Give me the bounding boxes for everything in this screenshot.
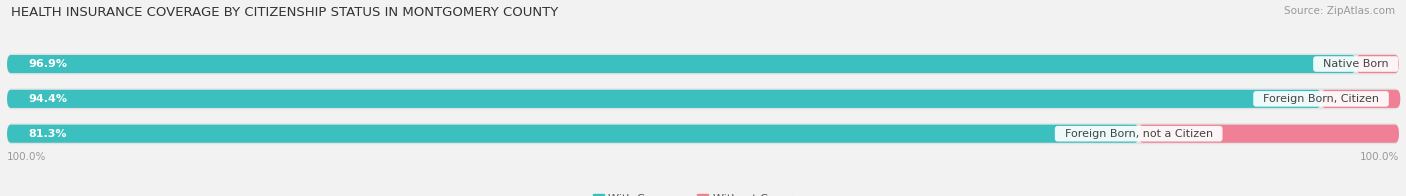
- Text: 96.9%: 96.9%: [28, 59, 67, 69]
- Text: Source: ZipAtlas.com: Source: ZipAtlas.com: [1284, 6, 1395, 16]
- FancyBboxPatch shape: [7, 54, 1399, 74]
- FancyBboxPatch shape: [1322, 90, 1400, 108]
- FancyBboxPatch shape: [7, 55, 1355, 73]
- Text: 100.0%: 100.0%: [1360, 152, 1399, 162]
- FancyBboxPatch shape: [7, 123, 1399, 144]
- Text: HEALTH INSURANCE COVERAGE BY CITIZENSHIP STATUS IN MONTGOMERY COUNTY: HEALTH INSURANCE COVERAGE BY CITIZENSHIP…: [11, 6, 558, 19]
- FancyBboxPatch shape: [7, 88, 1399, 109]
- Text: 94.4%: 94.4%: [28, 94, 67, 104]
- Text: Native Born: Native Born: [1316, 59, 1396, 69]
- Legend: With Coverage, Without Coverage: With Coverage, Without Coverage: [592, 194, 814, 196]
- Text: 100.0%: 100.0%: [7, 152, 46, 162]
- FancyBboxPatch shape: [1139, 125, 1399, 143]
- Text: 81.3%: 81.3%: [28, 129, 66, 139]
- FancyBboxPatch shape: [7, 125, 1139, 143]
- FancyBboxPatch shape: [1355, 55, 1399, 73]
- Text: Foreign Born, Citizen: Foreign Born, Citizen: [1256, 94, 1386, 104]
- FancyBboxPatch shape: [7, 90, 1322, 108]
- Text: Foreign Born, not a Citizen: Foreign Born, not a Citizen: [1057, 129, 1220, 139]
